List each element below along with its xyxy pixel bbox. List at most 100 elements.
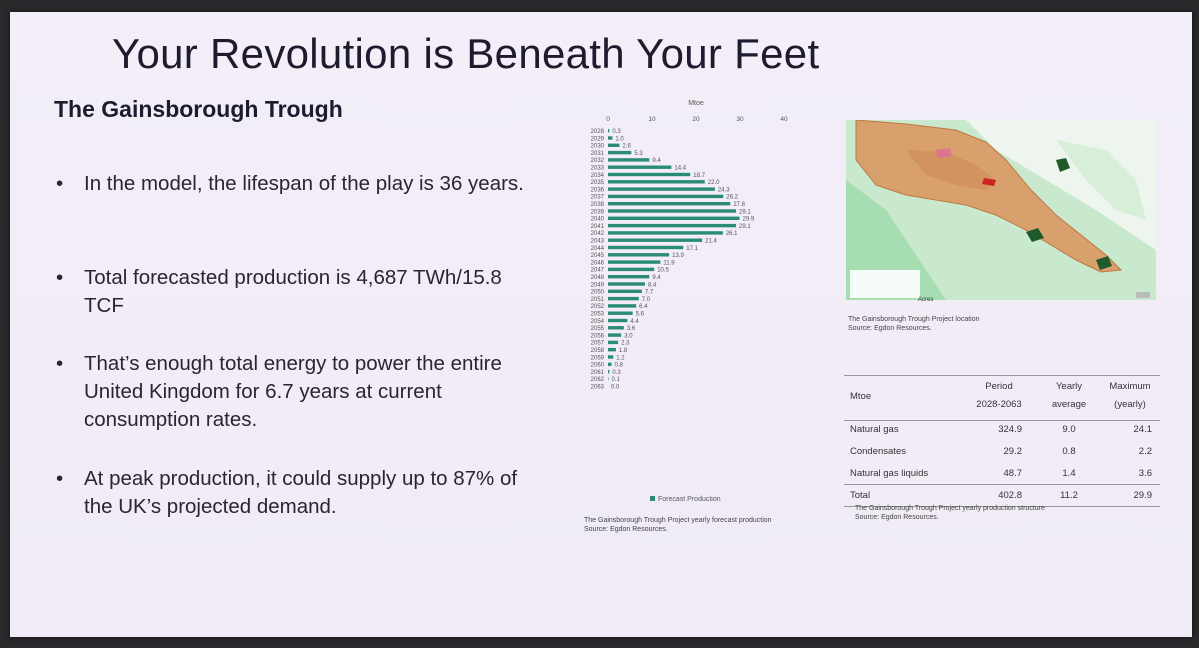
bar: [608, 253, 670, 257]
table-cell: 24.1: [1133, 424, 1153, 435]
table-cell: Total: [850, 490, 871, 501]
bar: [608, 223, 737, 228]
table-caption-source: Source: Egdon Resources.: [855, 514, 939, 521]
legend-label: Forecast Production: [658, 496, 721, 503]
y-tick-label: 2045: [591, 253, 605, 259]
bar: [608, 202, 731, 206]
y-tick-label: 2050: [591, 290, 605, 296]
table-header-cell: Mtoe: [850, 391, 872, 402]
data-label: 0.8: [615, 363, 624, 369]
y-tick-label: 2057: [591, 341, 605, 347]
table-cell: Condensates: [850, 446, 906, 457]
bar: [608, 194, 724, 199]
table-cell: 11.2: [1060, 490, 1078, 501]
table-header-cell: average: [1051, 399, 1087, 410]
bar: [608, 216, 740, 220]
y-tick-label: 2036: [591, 187, 605, 193]
bar: [608, 318, 628, 323]
y-tick-label: 2061: [591, 370, 605, 376]
data-label: 7.7: [645, 290, 654, 296]
bar: [608, 136, 613, 140]
presentation-slide: Your Revolution is Beneath Your Feet The…: [10, 12, 1192, 637]
table-cell: 0.8: [1062, 446, 1076, 457]
table-row: Condensates 29.2 0.8 2.2: [844, 441, 1160, 462]
bar: [608, 231, 723, 235]
y-tick-label: 2029: [591, 136, 605, 142]
y-tick-label: 2033: [591, 166, 605, 172]
data-label: 6.4: [639, 304, 648, 310]
table-row: Natural gas 324.9 9.0 24.1: [844, 420, 1160, 441]
y-tick-label: 2030: [591, 144, 605, 150]
table-cell: 29.2: [1003, 446, 1023, 457]
data-label: 22.0: [708, 180, 720, 186]
bar: [608, 238, 703, 242]
bullet-dot-icon: •: [56, 172, 64, 195]
bar: [608, 172, 691, 177]
bar: [608, 348, 616, 352]
data-label: 0.3: [612, 370, 621, 376]
y-tick-label: 2051: [591, 297, 605, 303]
bar: [608, 187, 715, 191]
data-label: 24.3: [718, 187, 730, 193]
data-label: 0.3: [612, 129, 621, 135]
bar: [608, 158, 650, 162]
map-caption: The Gainsborough Trough Project location…: [848, 315, 980, 333]
data-label: 2.3: [621, 341, 630, 347]
bar: [608, 333, 622, 337]
y-tick-label: 2046: [591, 260, 605, 266]
bar: [608, 289, 642, 293]
table-caption-line: The Gainsborough Trough Project yearly p…: [855, 505, 1045, 512]
bar: [608, 340, 619, 345]
y-tick-label: 2041: [591, 224, 605, 230]
data-label: 2.6: [622, 144, 631, 150]
bullet-dot-icon: •: [56, 352, 64, 375]
table-cell: 9.0: [1062, 424, 1076, 435]
data-label: 18.7: [693, 173, 705, 179]
y-tick-label: 2031: [591, 151, 605, 157]
data-label: 1.8: [619, 348, 628, 354]
y-tick-label: 2039: [591, 209, 605, 215]
data-label: 17.1: [686, 246, 698, 252]
bar: [608, 304, 637, 308]
y-tick-label: 2028: [591, 129, 605, 135]
y-tick-label: 2037: [591, 195, 605, 201]
slide-subtitle: The Gainsborough Trough: [54, 96, 343, 122]
data-label: 0.1: [611, 377, 620, 383]
data-label: 1.2: [616, 355, 625, 361]
data-label: 11.9: [663, 260, 675, 266]
y-tick-label: 2038: [591, 202, 605, 208]
table-header-cell: Period: [985, 381, 1013, 392]
x-tick-label: 40: [780, 116, 788, 123]
bar: [608, 326, 624, 330]
data-label: 9.4: [652, 158, 661, 164]
bar: [608, 260, 661, 264]
y-tick-label: 2063: [591, 385, 605, 391]
y-tick-label: 2062: [591, 377, 605, 383]
table-header-row: Mtoe Period 2028-2063 Yearly average Max…: [844, 375, 1160, 421]
bullet-text: That’s enough total energy to power the …: [84, 352, 502, 431]
data-label: 3.6: [627, 326, 636, 332]
y-tick-label: 2055: [591, 326, 605, 332]
data-label: 13.9: [672, 253, 684, 259]
bar: [608, 180, 705, 184]
x-tick-label: 0: [606, 116, 610, 123]
table-cell: Natural gas liquids: [850, 468, 929, 479]
data-label: 5.3: [634, 151, 643, 157]
table-header-cell: Maximum: [1109, 381, 1151, 392]
bar: [608, 129, 610, 133]
y-tick-label: 2053: [591, 312, 605, 318]
data-label: 4.4: [630, 319, 639, 325]
x-tick-label: 10: [648, 116, 656, 123]
table-cell: 3.6: [1138, 468, 1152, 479]
data-label: 3.0: [624, 333, 633, 339]
x-axis-title: Mtoe: [688, 100, 704, 107]
data-label: 9.4: [652, 275, 661, 281]
x-tick-label: 30: [736, 116, 744, 123]
data-label: 26.2: [726, 195, 738, 201]
map-image: [846, 120, 1156, 300]
chart-caption-line: The Gainsborough Trough Project yearly f…: [584, 517, 772, 524]
bullet-text: At peak production, it could supply up t…: [84, 467, 518, 518]
legend-swatch: [650, 496, 655, 501]
y-tick-label: 2048: [591, 275, 605, 281]
